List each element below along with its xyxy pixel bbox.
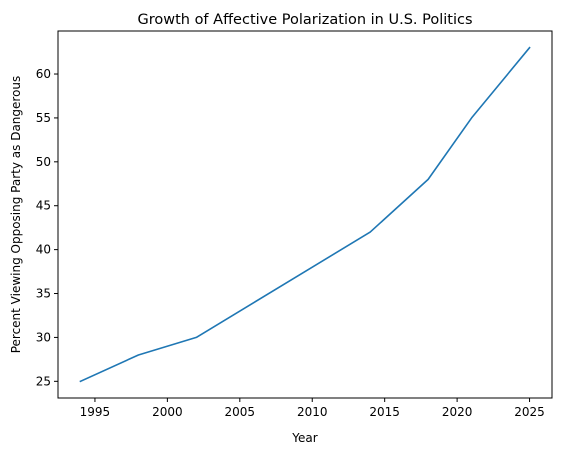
y-tick-label: 50 (36, 155, 51, 169)
y-tick-label: 25 (36, 374, 51, 388)
plot-area (57, 30, 553, 399)
x-axis: 1995 2000 2005 2010 2015 2020 2025 (80, 398, 545, 419)
x-tick-label: 2000 (152, 405, 183, 419)
x-tick-label: 2020 (442, 405, 473, 419)
x-tick-label: 1995 (80, 405, 111, 419)
y-tick-label: 30 (36, 330, 51, 344)
series-layer (79, 46, 531, 383)
x-axis-label: Year (291, 431, 317, 445)
chart-title: Growth of Affective Polarization in U.S.… (137, 12, 472, 28)
y-tick-label: 35 (36, 287, 51, 301)
x-tick-label: 2015 (369, 405, 400, 419)
y-tick-label: 45 (36, 199, 51, 213)
x-tick-label: 2025 (514, 405, 545, 419)
y-tick-label: 60 (36, 67, 51, 81)
y-tick-label: 40 (36, 243, 51, 257)
y-tick-label: 55 (36, 111, 51, 125)
x-tick-label: 2010 (297, 405, 328, 419)
y-axis-label: Percent Viewing Opposing Party as Danger… (9, 76, 23, 354)
x-tick-label: 2005 (225, 405, 256, 419)
series-line (79, 46, 531, 383)
y-axis: 25 30 35 40 45 50 55 60 (36, 67, 58, 388)
